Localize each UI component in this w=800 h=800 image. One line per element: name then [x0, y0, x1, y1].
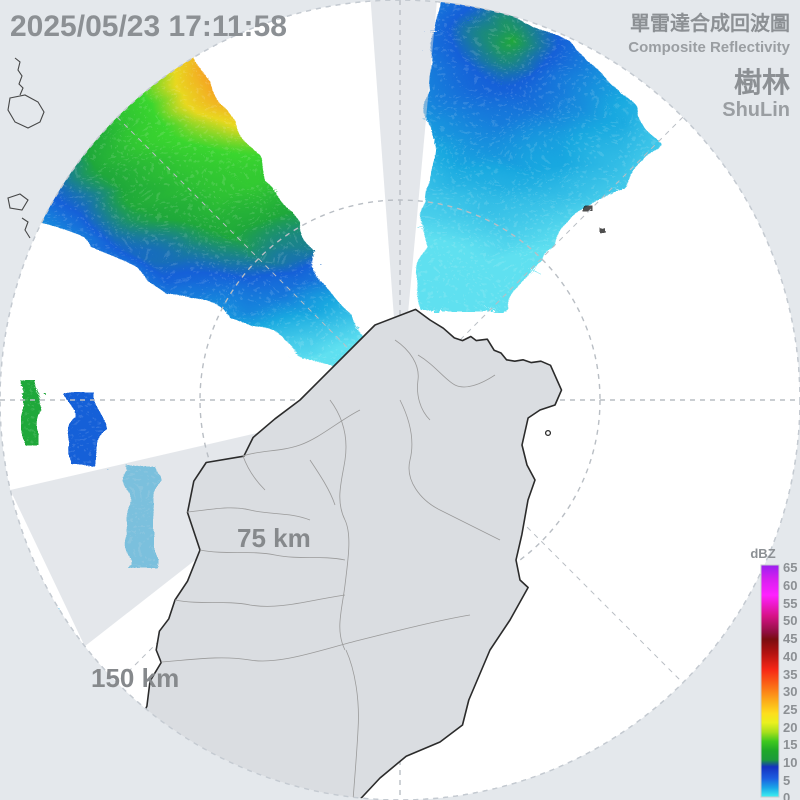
svg-text:20: 20 [783, 720, 797, 735]
svg-text:60: 60 [783, 578, 797, 593]
svg-text:單雷達合成回波圖: 單雷達合成回波圖 [630, 11, 790, 35]
svg-text:ShuLin: ShuLin [722, 99, 790, 121]
svg-text:25: 25 [783, 702, 797, 717]
svg-text:2025/05/23 17:11:58: 2025/05/23 17:11:58 [10, 10, 287, 43]
svg-text:10: 10 [783, 755, 797, 770]
svg-text:15: 15 [783, 737, 797, 752]
svg-text:65: 65 [783, 560, 797, 575]
svg-text:55: 55 [783, 596, 797, 611]
svg-text:50: 50 [783, 613, 797, 628]
svg-text:30: 30 [783, 684, 797, 699]
svg-text:5: 5 [783, 773, 790, 788]
svg-text:0: 0 [783, 790, 790, 800]
svg-text:40: 40 [783, 649, 797, 664]
svg-text:35: 35 [783, 667, 797, 682]
svg-text:樹林: 樹林 [734, 67, 790, 98]
svg-text:Composite Reflectivity: Composite Reflectivity [628, 39, 790, 56]
svg-text:150 km: 150 km [91, 663, 179, 693]
svg-text:dBZ: dBZ [750, 546, 775, 561]
svg-text:45: 45 [783, 631, 797, 646]
svg-text:75 km: 75 km [237, 523, 311, 553]
